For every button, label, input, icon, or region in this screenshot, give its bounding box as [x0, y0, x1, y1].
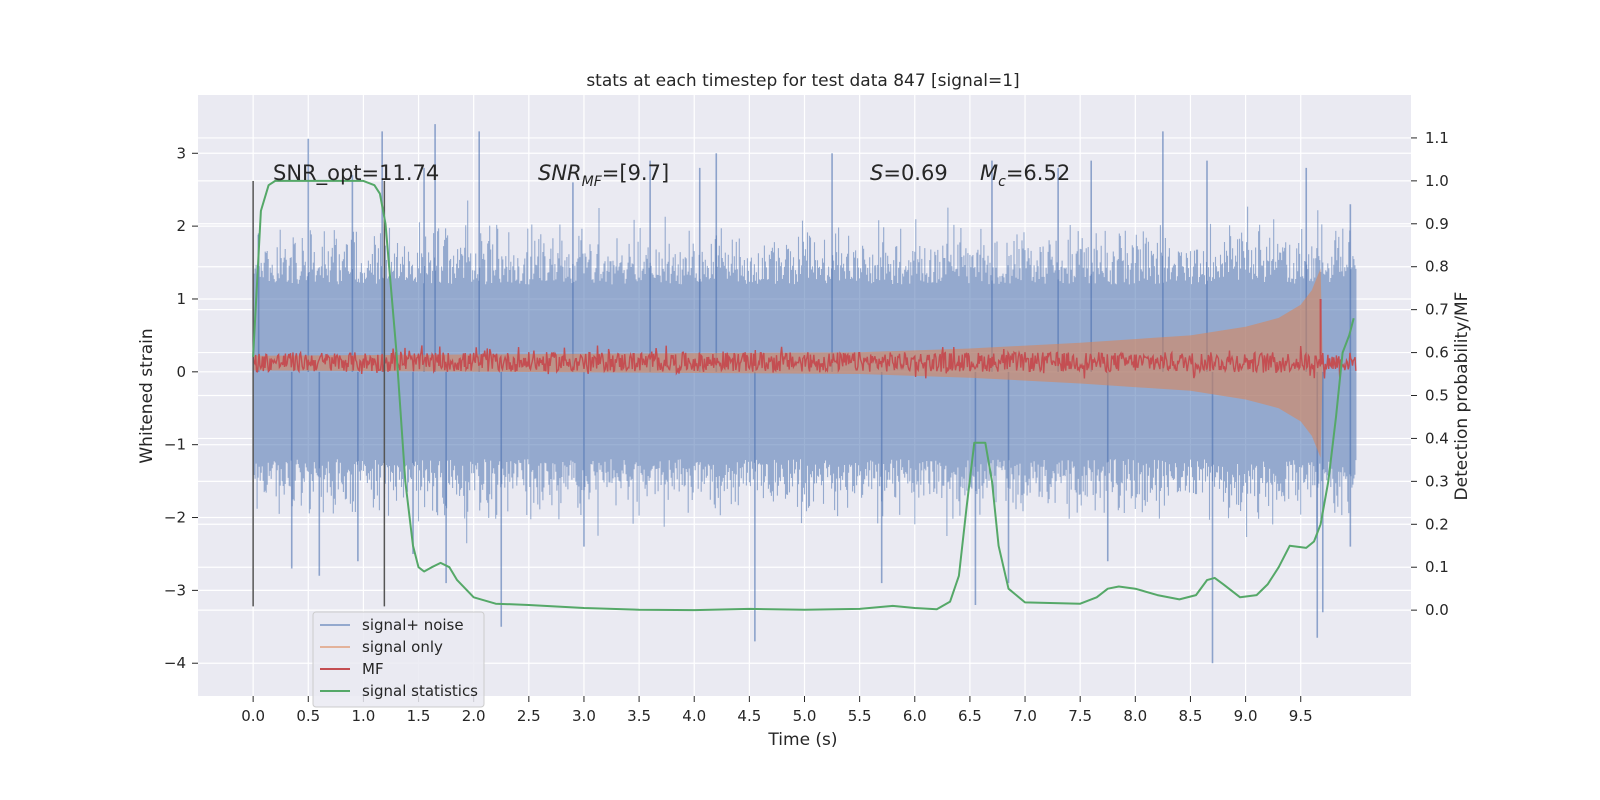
- x-tick-label: 3.5: [627, 707, 651, 725]
- y-tick-label: 1: [176, 290, 186, 308]
- annotation-snr-opt: SNR_opt=11.74: [273, 161, 439, 186]
- y-right-tick-label: 0.6: [1425, 344, 1449, 362]
- statistics-line: [252, 179, 1355, 612]
- axis-ticks: 0.0 0.5 1.0 1.5 2.0 2.5 3.0 3.5 4.0 4.5 5.0 5.5 6.0 6…: [164, 129, 1449, 725]
- x-tick-label: 2.5: [517, 707, 541, 725]
- y-right-tick-label: 1.1: [1425, 129, 1449, 147]
- legend: signal+ noise signal only MF signal stat…: [312, 611, 485, 708]
- x-tick-label: 2.0: [462, 707, 486, 725]
- annotation-s-label: S: [870, 161, 883, 185]
- x-tick-label: 0.5: [296, 707, 320, 725]
- x-tick-label: 9.5: [1289, 707, 1313, 725]
- annotation-mc-label: M: [980, 161, 998, 185]
- x-tick-label: 6.0: [903, 707, 927, 725]
- y-right-tick-label: 0.5: [1425, 387, 1449, 405]
- x-tick-label: 5.0: [793, 707, 817, 725]
- series-signal-statistics: [252, 179, 1355, 612]
- legend-box: [312, 611, 485, 708]
- annotation-snr-mf: SNRMF=[9.7]: [538, 161, 669, 190]
- y-right-tick-label: 0.1: [1425, 558, 1449, 576]
- y-right-tick-label: 0.0: [1425, 601, 1449, 619]
- vertical-markers: [252, 180, 386, 607]
- x-tick-label: 9.0: [1234, 707, 1258, 725]
- x-tick-label: 4.0: [682, 707, 706, 725]
- chart-title: stats at each timestep for test data 847…: [586, 71, 1019, 91]
- legend-label-signal-noise: signal+ noise: [362, 616, 464, 634]
- annotation-s: S=0.69: [870, 161, 948, 185]
- annotation-snr-mf-subscript: MF: [582, 174, 603, 190]
- mf-line: [252, 345, 1357, 379]
- y-right-tick-label: 0.4: [1425, 429, 1449, 447]
- x-tick-label: 0.0: [241, 707, 265, 725]
- y-axis-label-right: Detection probability/MF: [1452, 292, 1472, 501]
- x-tick-label: 7.5: [1068, 707, 1092, 725]
- y-right-tick-label: 0.3: [1425, 472, 1449, 490]
- y-tick-label: 0: [176, 363, 186, 381]
- annotation-s-value: =0.69: [883, 161, 947, 185]
- y-axis-label: Whitened strain: [137, 328, 157, 463]
- annotation-snr-mf-label: SNR: [538, 161, 582, 185]
- y-right-tick-label: 0.2: [1425, 515, 1449, 533]
- y-right-tick-label: 1.0: [1425, 172, 1449, 190]
- annotation-mc: Mc=6.52: [980, 161, 1070, 190]
- series-mf: [252, 298, 1357, 379]
- x-tick-label: 8.5: [1179, 707, 1203, 725]
- legend-label-mf: MF: [362, 660, 384, 678]
- x-tick-label: 8.0: [1123, 707, 1147, 725]
- x-tick-label: 4.5: [737, 707, 761, 725]
- y-tick-label: 3: [176, 144, 186, 162]
- x-tick-label: 1.0: [351, 707, 375, 725]
- y-right-tick-label: 0.9: [1425, 215, 1449, 233]
- x-tick-label: 3.0: [572, 707, 596, 725]
- y-right-tick-label: 0.7: [1425, 301, 1449, 319]
- y-tick-label: −3: [164, 581, 186, 599]
- legend-label-signal-statistics: signal statistics: [362, 682, 478, 700]
- annotation-mc-subscript: c: [998, 174, 1006, 190]
- x-tick-label: 7.0: [1013, 707, 1037, 725]
- y-right-tick-label: 0.8: [1425, 258, 1449, 276]
- legend-label-signal-only: signal only: [362, 638, 443, 656]
- y-tick-label: −2: [164, 509, 186, 527]
- y-tick-label: 2: [176, 217, 186, 235]
- x-tick-label: 6.5: [958, 707, 982, 725]
- x-tick-label: 5.5: [848, 707, 872, 725]
- y-tick-label: −1: [164, 436, 186, 454]
- annotation-snr-mf-value: =[9.7]: [602, 161, 669, 185]
- x-axis-label: Time (s): [767, 730, 837, 750]
- x-tick-label: 1.5: [407, 707, 431, 725]
- y-tick-label: −4: [164, 654, 186, 672]
- annotation-mc-value: =6.52: [1006, 161, 1070, 185]
